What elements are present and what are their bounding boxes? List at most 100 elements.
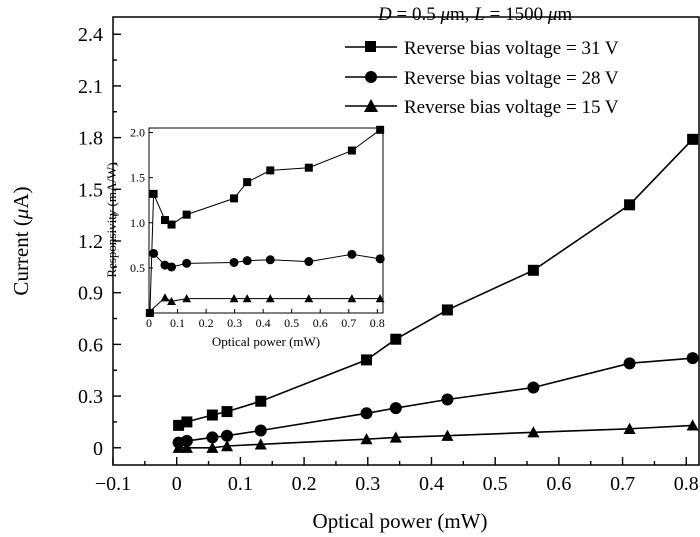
main-data-point (361, 354, 373, 366)
main-data-point (624, 199, 636, 211)
inset-data-point (347, 249, 357, 259)
main-y-tick-label: 1.8 (78, 128, 103, 150)
main-series-group (172, 133, 699, 453)
inset-x-tick-label: 0.6 (313, 316, 328, 330)
main-x-axis-title: Optical power (mW) (313, 509, 488, 533)
inset-data-point (265, 255, 275, 265)
main-data-point (180, 434, 193, 447)
inset-data-point (243, 178, 252, 187)
inset-x-tick-label: 0.5 (284, 316, 299, 330)
inset-x-axis-title: Optical power (mW) (212, 334, 320, 349)
inset-series-2 (149, 248, 385, 272)
legend-triangle-marker (364, 99, 378, 112)
inset-series-line (149, 129, 381, 314)
param-mu-2: μ (547, 4, 558, 25)
param-l-value: = 1500 (485, 4, 548, 25)
main-y-tick-label: 0.9 (78, 283, 103, 305)
main-data-point (687, 133, 699, 145)
main-data-point (441, 304, 453, 316)
legend-label-31v: Reverse bias voltage = 31 V (404, 38, 619, 59)
inset-data-point (375, 254, 385, 264)
main-data-point (360, 407, 373, 420)
main-data-point (221, 429, 234, 442)
inset-data-point (265, 294, 275, 303)
main-series-1 (173, 133, 699, 431)
main-data-point (623, 357, 636, 370)
legend-entry-31v: Reverse bias voltage = 31 V (345, 38, 619, 59)
main-data-point (389, 431, 402, 443)
main-data-point (527, 381, 540, 394)
inset-data-point (145, 306, 155, 315)
inset-data-point (229, 257, 239, 267)
main-data-point (686, 352, 699, 365)
main-data-point (255, 395, 267, 407)
main-series-3 (172, 419, 699, 453)
main-series-line (178, 138, 694, 427)
main-y-tick-label: 1.5 (78, 179, 103, 201)
legend-circle-marker (365, 71, 377, 83)
inset-x-tick-label: 0.3 (227, 316, 242, 330)
inset-data-point (160, 293, 170, 302)
inset-data-point (242, 256, 252, 266)
y-title-suffix: A) (9, 186, 33, 208)
main-data-point (221, 406, 233, 418)
main-data-point (206, 441, 219, 453)
main-y-tick-label: 1.2 (78, 231, 103, 253)
main-x-tick-label: 0.2 (292, 473, 317, 495)
inset-plot-frame (148, 127, 384, 314)
main-tick-labels: −0.1 0 0.1 0.2 0.3 0.4 0.5 0.6 0.7 0.8 0 0.3 0.6 0.9 1… (78, 24, 699, 495)
inset-data-point (304, 163, 313, 172)
legend-label-15v: Reverse bias voltage = 15 V (404, 97, 619, 118)
main-data-point (390, 333, 402, 345)
inset-chart: 0 0.1 0.2 0.3 0.4 0.5 0.6 0.7 0.8 0.5 1.0 1.5 2.0 Op… (104, 126, 385, 349)
main-y-axis-title: Current (μA) (9, 186, 33, 295)
main-x-tick-label: 0.8 (674, 473, 699, 495)
inset-data-point (167, 296, 176, 306)
inset-data-point (182, 258, 192, 268)
parameters-annotation: D = 0.5 μm, L = 1500 μm (377, 4, 572, 25)
main-data-point (181, 416, 193, 428)
main-x-tick-label: 0.6 (546, 473, 571, 495)
inset-x-tick-label: 0.4 (256, 316, 271, 330)
inset-x-tick-label: 0.8 (370, 316, 385, 330)
param-l-label: L (473, 4, 485, 25)
param-mu-1: μ (439, 4, 450, 25)
legend-entry-15v: Reverse bias voltage = 15 V (345, 97, 619, 118)
main-data-point (389, 402, 402, 415)
main-data-point (172, 441, 185, 453)
inset-tick-labels: 0 0.1 0.2 0.3 0.4 0.5 0.6 0.7 0.8 0.5 1.0 1.5 2.0 (130, 126, 385, 330)
inset-data-point (347, 294, 357, 303)
main-data-point (527, 426, 540, 438)
inset-y-tick-label: 0.5 (130, 261, 145, 275)
main-y-tick-label: 0 (93, 438, 103, 460)
param-d-value: = 0.5 (392, 4, 441, 25)
inset-y-axis-title: Responsivity (mA/W) (104, 162, 119, 277)
main-y-tick-label: 0.3 (78, 386, 103, 408)
main-data-point (527, 264, 539, 276)
param-unit-2: m (557, 4, 572, 25)
main-x-tick-label: 0.7 (610, 473, 635, 495)
y-title-prefix: Current ( (9, 219, 33, 295)
inset-axis-ticks (148, 132, 378, 313)
inset-y-tick-label: 2.0 (130, 126, 145, 140)
inset-y-tick-label: 1.5 (130, 171, 145, 185)
main-data-point (254, 424, 267, 437)
inset-x-tick-label: 0.7 (341, 316, 356, 330)
main-y-tick-label: 2.4 (78, 24, 103, 46)
inset-data-point (149, 189, 158, 198)
y-title-mu: μ (9, 209, 33, 221)
main-data-point (360, 433, 373, 445)
main-x-tick-label: 0.5 (483, 473, 508, 495)
inset-x-tick-label: 0.2 (199, 316, 214, 330)
legend: Reverse bias voltage = 31 V Reverse bias… (345, 38, 619, 118)
main-x-tick-label: −0.1 (95, 473, 131, 495)
main-data-point (173, 419, 185, 431)
main-data-point (180, 441, 193, 453)
inset-x-tick-label: 0.1 (170, 316, 185, 330)
inset-data-point (182, 294, 192, 303)
main-data-point (441, 393, 454, 406)
main-axis-ticks (112, 33, 687, 465)
main-x-tick-label: 0.4 (419, 473, 444, 495)
legend-square-marker (365, 41, 376, 52)
main-x-tick-label: 0.3 (355, 473, 380, 495)
